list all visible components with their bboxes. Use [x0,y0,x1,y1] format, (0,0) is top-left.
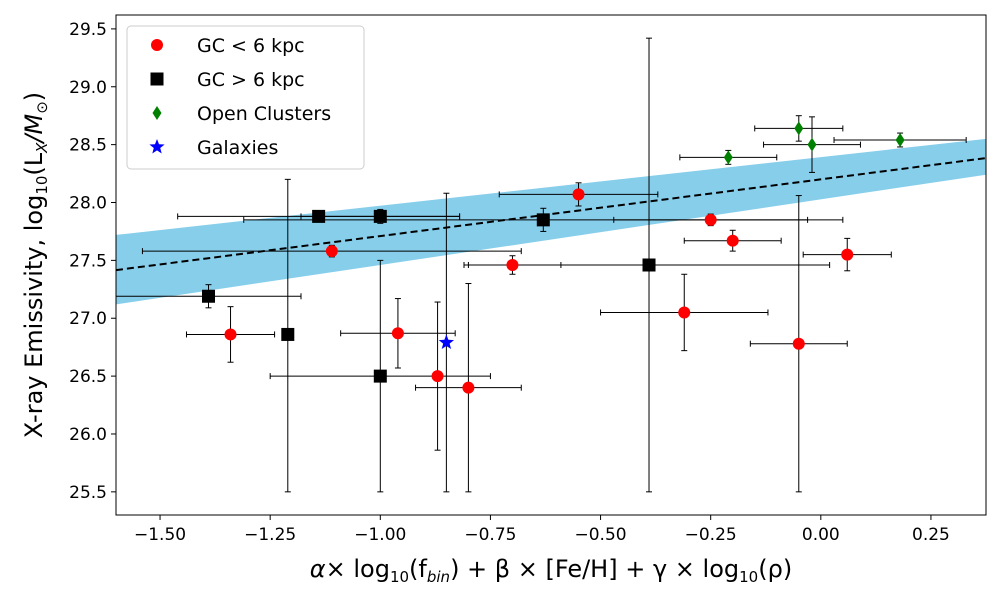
y-tick-label: 28.5 [69,136,107,156]
legend-label-gc-inner: GC < 6 kpc [197,35,305,57]
y-tick-label: 29.5 [69,20,107,40]
y-tick-label: 26.0 [69,425,107,445]
legend-marker-star [149,139,165,154]
diamond-point [723,150,733,165]
circle-point [792,337,805,350]
legend-marker-square [150,72,164,86]
circle-point [572,188,585,201]
square-point [373,369,387,383]
square-point [373,209,387,223]
x-tick-label: −0.75 [464,525,516,545]
circle-point [462,381,475,394]
x-title-fbin-sub: bin [427,568,450,586]
legend: GC < 6 kpc GC > 6 kpc Open Clusters Gala… [126,25,365,170]
y-tick-label: 27.5 [69,251,107,271]
confidence-band-layer [116,138,986,305]
circle-point [506,259,519,271]
x-tick-label: −0.50 [575,525,627,545]
square-point [536,213,550,227]
legend-box [126,25,365,170]
y-tick-label: 27.0 [69,309,107,329]
x-tick-label: −0.25 [685,525,737,545]
confidence-band [116,138,986,305]
marker-layer [202,121,905,394]
x-title-sub2: 10 [739,568,758,586]
x-title-sub1: 10 [390,568,409,586]
y-title-sun: ⊙ [33,101,51,114]
circle-point [325,245,338,258]
x-title-fbin-open: (f [409,555,427,583]
square-point [281,327,295,341]
diamond-point [895,133,905,147]
y-tick-label: 29.0 [69,78,107,98]
legend-label-galaxies: Galaxies [197,137,278,159]
y-title-close: ) [20,92,48,101]
circle-point [224,328,237,341]
y-axis-ticks: 25.5 26.0 26.5 27.0 27.5 28.0 28.5 29.0 29.5 [69,20,116,503]
x-title-times-log: × log [326,555,390,583]
legend-marker-circle [151,39,163,51]
x-axis-ticks: −1.50 −1.25 −1.00 −0.75 −0.50 −0.25 0.00 0.25 [134,515,950,545]
plot-frame [115,14,987,516]
circle-point [678,306,691,319]
y-title-sub: 10 [33,176,51,195]
x-title-alpha: α [310,555,326,583]
y-title-slash-m: /M [20,113,48,144]
x-tick-label: −1.00 [354,525,406,545]
x-tick-label: −1.50 [134,525,186,545]
y-title-open: (L [20,152,48,175]
x-tick-label: 0.00 [802,525,840,545]
x-tick-label: 0.25 [912,525,950,545]
y-tick-label: 26.5 [69,367,107,387]
diamond-point [794,121,804,136]
legend-markers [149,39,165,154]
legend-label-open-clusters: Open Clusters [197,103,331,125]
x-title-rho: (ρ) [758,555,792,583]
legend-label-gc-outer: GC > 6 kpc [197,69,305,91]
x-tick-label: −1.25 [244,525,296,545]
y-title-lsub: X [33,142,51,154]
square-point [202,289,216,303]
circle-point [391,327,404,340]
circle-point [704,213,717,226]
star-point [438,334,454,350]
circle-point [841,248,854,261]
circle-point [726,234,739,247]
diamond-point [807,137,817,152]
y-axis-title: X-ray Emissivity, log10(LX/M⊙) [20,92,51,438]
y-title-main: X-ray Emissivity, log [20,195,48,439]
square-point [642,258,656,272]
legend-marker-diamond [152,106,162,120]
y-tick-label: 25.5 [69,483,107,503]
square-point [312,209,326,223]
x-title-middle: ) + β × [Fe/H] + γ × log [450,555,739,583]
y-tick-label: 28.0 [69,194,107,214]
circle-point [431,370,444,383]
x-axis-title: α× log10(fbin) + β × [Fe/H] + γ × log10(… [310,555,792,586]
